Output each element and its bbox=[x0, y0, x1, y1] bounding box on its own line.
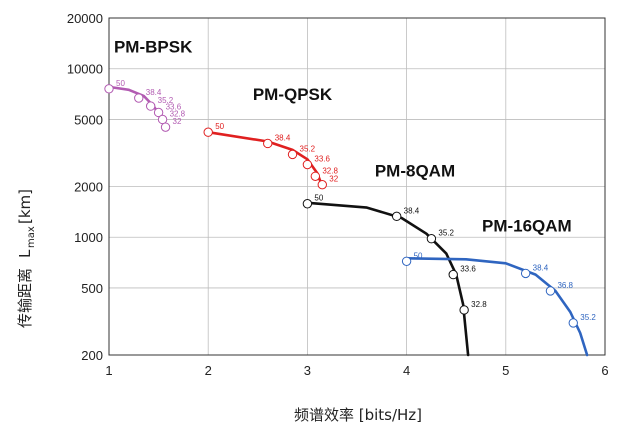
data-label: 50 bbox=[116, 79, 125, 88]
data-label: 50 bbox=[215, 122, 224, 131]
x-tick-label: 1 bbox=[105, 363, 112, 378]
y-axis-unit-sub: max bbox=[26, 226, 37, 248]
data-label: 32.8 bbox=[322, 166, 338, 175]
plot-frame bbox=[108, 17, 606, 356]
series-line bbox=[306, 201, 470, 357]
data-label: 32 bbox=[173, 117, 182, 126]
data-point bbox=[426, 234, 437, 244]
data-label: 38.4 bbox=[404, 206, 420, 215]
data-point bbox=[203, 127, 213, 137]
data-point bbox=[317, 179, 327, 190]
y-axis-unit-main: L bbox=[16, 249, 34, 258]
data-point bbox=[520, 268, 531, 279]
y-tick-label: 10000 bbox=[67, 62, 103, 77]
y-axis-label: 传输距离 bbox=[16, 268, 34, 328]
series-label: PM-QPSK bbox=[253, 85, 333, 104]
data-label: 35.2 bbox=[158, 96, 174, 105]
series-label: PM-8QAM bbox=[375, 161, 455, 180]
y-tick-label: 5000 bbox=[74, 112, 103, 127]
data-label: 33.6 bbox=[166, 102, 182, 111]
y-tick-label: 500 bbox=[81, 281, 103, 296]
data-point bbox=[545, 286, 556, 296]
data-label: 32.8 bbox=[170, 109, 186, 118]
y-axis-unit-bracket: [km] bbox=[16, 189, 34, 224]
x-tick-label: 4 bbox=[403, 363, 410, 378]
series-pm-8qam: 50 38.4 35.2 33.6 32.8 PM-8QAM bbox=[302, 161, 487, 357]
data-label: 35.2 bbox=[300, 144, 316, 153]
data-point bbox=[104, 84, 114, 94]
data-point bbox=[157, 114, 168, 125]
y-tick-label: 1000 bbox=[74, 230, 103, 245]
data-point bbox=[145, 101, 156, 111]
data-point bbox=[263, 138, 273, 149]
data-label: 38.4 bbox=[275, 133, 291, 142]
x-tick-label: 6 bbox=[601, 363, 608, 378]
data-label: 32.8 bbox=[471, 300, 487, 309]
series-pm-qpsk: 50 38.4 35.2 33.6 32.832 PM-QPSK bbox=[203, 85, 339, 190]
data-label: 38.4 bbox=[146, 88, 162, 97]
data-label: 35.2 bbox=[438, 229, 454, 238]
data-point bbox=[134, 93, 144, 103]
data-point bbox=[448, 269, 458, 280]
data-point bbox=[302, 199, 313, 209]
data-label: 33.6 bbox=[460, 265, 476, 274]
data-point bbox=[160, 122, 171, 132]
grid-lines bbox=[108, 17, 606, 356]
data-point bbox=[568, 318, 578, 328]
x-tick-label: 2 bbox=[205, 363, 212, 378]
series-label: PM-BPSK bbox=[114, 37, 193, 56]
data-label: 36.8 bbox=[557, 281, 573, 290]
data-label: 50 bbox=[414, 251, 423, 260]
series-label: PM-16QAM bbox=[482, 217, 572, 236]
series-pm-16qam: 50 38.4 36.8 35.2 PM-16QAM bbox=[401, 217, 596, 357]
x-tick-label: 5 bbox=[502, 363, 509, 378]
data-label: 32 bbox=[329, 175, 338, 184]
series-pm-bpsk: 50 38.435.233.632.832 PM-BPSK bbox=[104, 37, 193, 132]
data-label: 33.6 bbox=[314, 155, 330, 164]
data-point bbox=[459, 305, 469, 315]
data-label: 50 bbox=[314, 194, 323, 203]
series-group: 5038.435.233.632.832PM-BPSK5038.435.233.… bbox=[104, 37, 596, 357]
x-tick-label: 3 bbox=[304, 363, 311, 378]
y-tick-label: 20000 bbox=[67, 11, 103, 26]
data-point bbox=[391, 211, 402, 222]
data-label: 38.4 bbox=[533, 263, 549, 272]
data-point bbox=[287, 149, 298, 160]
x-axis-label: 频谱效率 [bits/Hz] bbox=[294, 406, 422, 424]
data-point bbox=[310, 171, 321, 181]
data-point bbox=[401, 256, 412, 266]
data-point bbox=[302, 159, 313, 170]
y-axis-label-group: 传输距离 L max [km] bbox=[16, 189, 37, 328]
series-line bbox=[405, 257, 589, 357]
y-tick-label: 200 bbox=[81, 348, 103, 363]
y-tick-label: 2000 bbox=[74, 180, 103, 195]
data-point bbox=[153, 107, 164, 118]
axis-ticks: 1 2 3 4 5 6 200 500 1000 2000 5000 10000 20000 bbox=[67, 11, 609, 378]
data-label: 35.2 bbox=[580, 313, 596, 322]
